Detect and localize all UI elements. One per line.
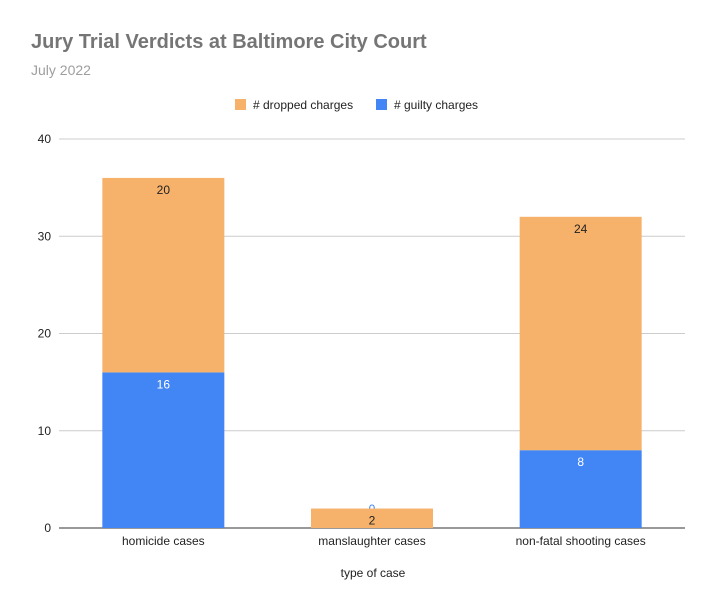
bar-dropped-0 — [102, 177, 225, 373]
chart-title: Jury Trial Verdicts at Baltimore City Co… — [31, 31, 427, 53]
legend-label: # dropped charges — [253, 98, 353, 112]
x-category-label: manslaughter cases — [318, 534, 425, 548]
bar-dropped-2 — [519, 216, 642, 451]
x-category-label: homicide cases — [122, 534, 205, 548]
data-label: 24 — [574, 222, 588, 236]
bar-guilty-2 — [519, 450, 642, 528]
y-tick-label: 30 — [38, 229, 52, 243]
data-label: 16 — [157, 377, 171, 391]
bar-guilty-0 — [102, 372, 225, 528]
data-label: 8 — [577, 455, 584, 469]
x-axis-title: type of case — [341, 566, 406, 580]
y-tick-label: 40 — [38, 132, 52, 146]
y-tick-label: 0 — [44, 521, 51, 535]
y-tick-label: 20 — [38, 327, 52, 341]
data-label: 20 — [157, 183, 171, 197]
chart-subtitle: July 2022 — [31, 62, 91, 78]
legend-swatch-guilty — [376, 99, 387, 110]
x-category-label: non-fatal shooting cases — [516, 534, 646, 548]
legend-swatch-dropped — [235, 99, 246, 110]
data-label: 2 — [369, 514, 376, 528]
y-tick-label: 10 — [38, 424, 52, 438]
legend-label: # guilty charges — [394, 98, 478, 112]
bar-dropped-1 — [311, 508, 433, 528]
